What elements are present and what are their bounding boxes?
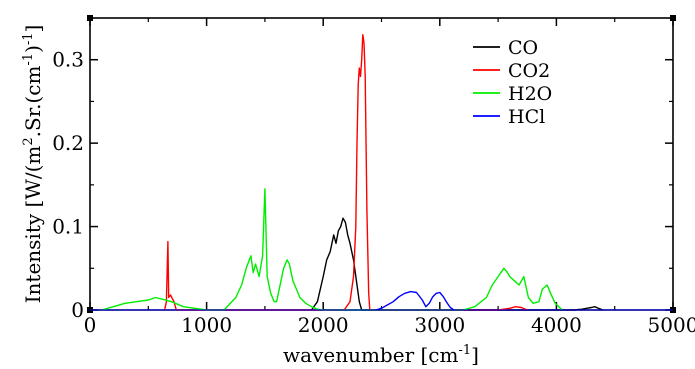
series-co2-line [163,34,528,311]
axis-ticks: 0 1000 2000 3000 4000 5000 0 0.1 0.2 0.3 [52,18,695,337]
x-tick-label: 0 [84,313,97,337]
plot-frame [89,17,674,311]
legend-label: H2O [508,83,552,105]
y-tick-label: 0.2 [52,131,84,155]
series-layer [90,34,673,311]
series-h2o-line [101,188,563,311]
y-tick-label: 0 [71,298,84,322]
x-axis-label: wavenumber [cm-1] [283,343,479,367]
x-tick-label: 5000 [648,313,695,337]
x-tick-label: 3000 [414,313,465,337]
series-hcl-line [375,290,455,311]
x-tick-label: 2000 [298,313,349,337]
y-tick-label: 0.3 [52,48,84,72]
y-tick-label: 0.1 [52,215,84,239]
x-tick-label: 4000 [531,313,582,337]
legend-label: HCl [508,106,545,128]
legend-label: CO [508,37,538,59]
legend-label: CO2 [508,60,550,82]
series-co-line [310,217,604,311]
y-axis-label: Intensity [W/(m2.Sr.(cm-1)-1] [21,25,45,304]
x-tick-label: 1000 [181,313,232,337]
